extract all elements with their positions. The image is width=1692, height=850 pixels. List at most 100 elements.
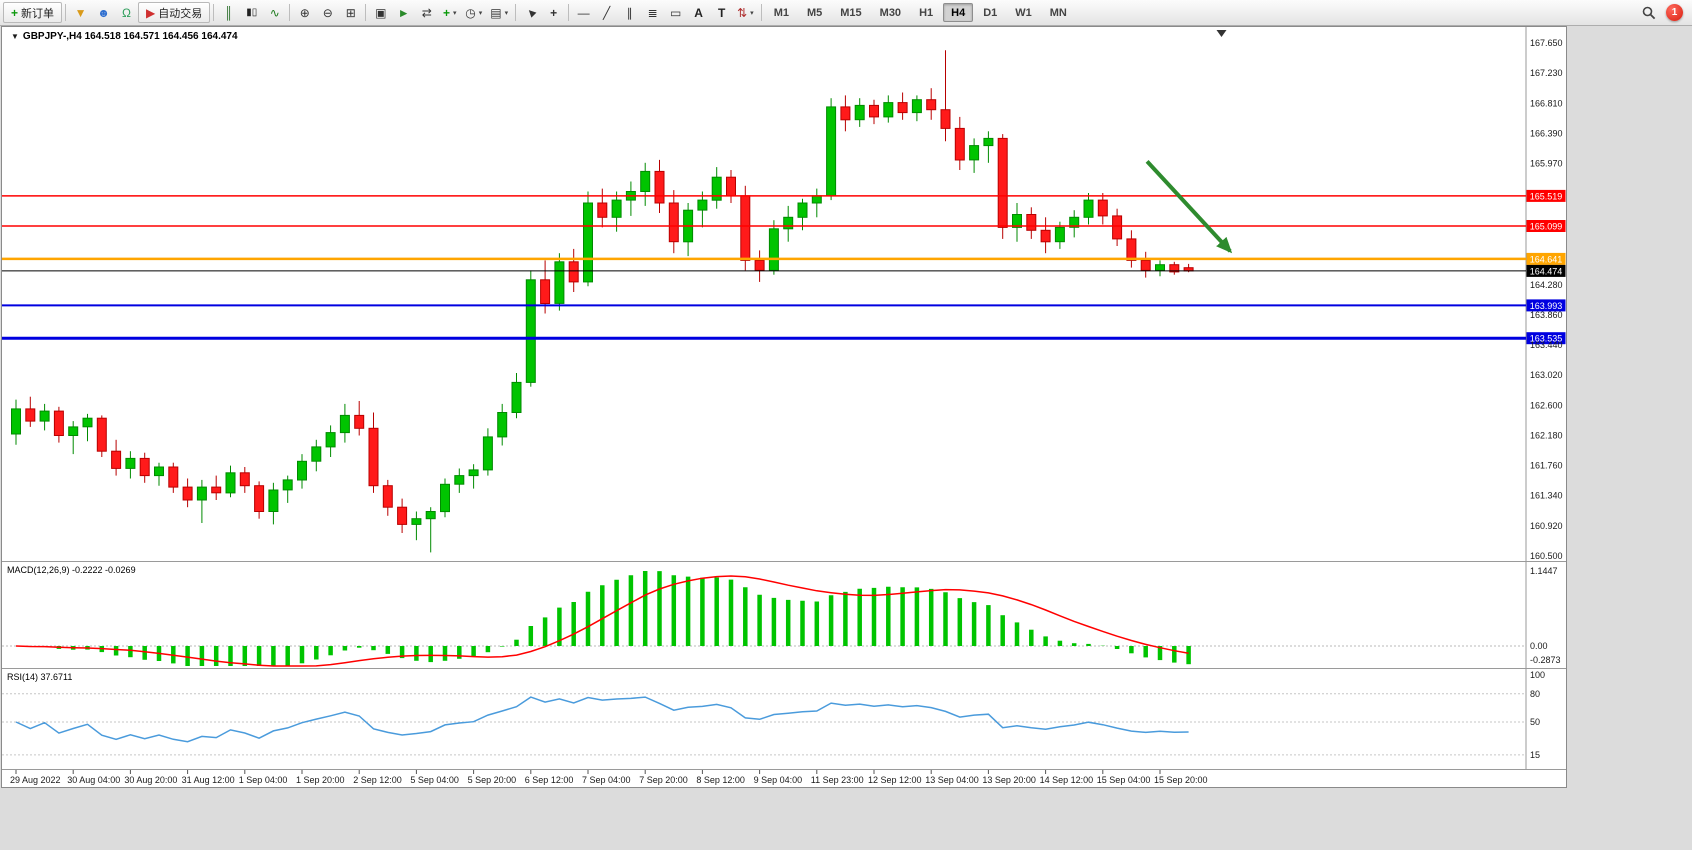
user-icon: ☻ [97,5,110,20]
autotrading-button-label: 自动交易 [158,7,203,20]
shapes-icon: ▭ [669,5,682,20]
chart-shift-marker[interactable] [1216,30,1227,37]
new-order-icon: + [11,5,19,20]
svg-text:167.230: 167.230 [1530,68,1563,78]
dropdown-arrow-icon: ▾ [478,9,483,17]
svg-text:166.810: 166.810 [1530,98,1563,108]
svg-text:12 Sep 12:00: 12 Sep 12:00 [868,775,922,785]
indicators-button[interactable]: + ▾ [438,2,461,23]
svg-text:50: 50 [1530,717,1540,727]
chart-shift-icon: ⇄ [421,5,432,20]
templates-button[interactable]: ▤ ▾ [486,2,512,23]
time-scale[interactable]: 29 Aug 2022 30 Aug 04:00 30 Aug 20:00 31 Au… [10,770,1208,785]
level-line-163993[interactable]: 163.993 [2,299,1566,312]
new-order-button[interactable]: + 新订单 [3,2,63,23]
crosshair-button[interactable]: + [542,2,565,23]
level-line-165519[interactable]: 165.519 [2,189,1566,202]
search-button[interactable] [1637,2,1660,23]
chart-shift-button[interactable]: ⇄ [415,2,438,23]
price-scale[interactable]: 167.650 167.230 166.810 166.390 165.970 164.2… [1530,38,1563,760]
zoom-in-button[interactable]: ⊕ [293,2,316,23]
dropdown-arrow-icon: ▾ [504,9,509,17]
horizontal-line-button[interactable]: — [572,2,595,23]
macd-pane [2,571,1526,667]
arrow-objects-button[interactable]: ⇅ ▾ [733,2,758,23]
equidistant-channel-icon: ∥ [626,5,633,20]
timeframe-d1-button[interactable]: D1 [975,3,1005,22]
funnel-icon: ▼ [74,5,87,20]
chart-canvas[interactable]: 165.519 165.099 164.641 163.993 163.535 164.4… [2,27,1566,787]
text-button[interactable]: A [687,2,710,23]
candlestick-chart-button[interactable]: ▮▯ [240,2,263,23]
timeframe-m1-button[interactable]: M1 [766,3,797,22]
tile-windows-button[interactable]: ⊞ [339,2,362,23]
svg-text:15 Sep 04:00: 15 Sep 04:00 [1097,775,1151,785]
svg-text:30 Aug 20:00: 30 Aug 20:00 [124,775,177,785]
timeframe-m5-button[interactable]: M5 [799,3,830,22]
toolbar-right-section: 1 [1637,2,1689,23]
support-button[interactable]: Ω [115,2,138,23]
svg-text:163.020: 163.020 [1530,370,1563,380]
svg-text:29 Aug 2022: 29 Aug 2022 [10,775,61,785]
level-line-163535[interactable]: 163.535 [2,332,1566,345]
headset-icon: Ω [122,5,131,20]
trend-arrow-annotation[interactable] [1145,160,1233,254]
bar-chart-button[interactable]: ║ [217,2,240,23]
mdi-workspace: 165.519 165.099 164.641 163.993 163.535 164.4… [0,26,1692,850]
notification-badge[interactable]: 1 [1666,4,1683,21]
auto-scroll-button[interactable]: ► [392,2,415,23]
new-order-button-label: 新订单 [21,7,55,20]
svg-text:160.500: 160.500 [1530,551,1563,561]
periods-button[interactable]: ◷ ▾ [461,2,486,23]
timeframe-m15-button[interactable]: M15 [832,3,869,22]
svg-text:15: 15 [1530,750,1540,760]
indicators-icon: + [442,5,450,20]
toolbar-separator [289,4,291,21]
timeframe-w1-button[interactable]: W1 [1007,3,1040,22]
fibonacci-button[interactable]: ≣ [641,2,664,23]
svg-text:-0.2873: -0.2873 [1530,655,1561,665]
toolbar-separator [515,4,517,21]
zoom-out-button[interactable]: ⊖ [316,2,339,23]
svg-text:5 Sep 20:00: 5 Sep 20:00 [468,775,517,785]
timeframe-h4-button[interactable]: H4 [943,3,974,22]
line-chart-icon: ∿ [269,5,280,20]
toolbar-separator [65,4,67,21]
funnel-button[interactable]: ▼ [69,2,92,23]
line-chart-button[interactable]: ∿ [263,2,286,23]
search-icon [1642,6,1655,19]
equidistant-channel-button[interactable]: ∥ [618,2,641,23]
chart-window-gbpjpy-h4[interactable]: 165.519 165.099 164.641 163.993 163.535 164.4… [1,26,1567,788]
svg-text:14 Sep 12:00: 14 Sep 12:00 [1040,775,1094,785]
community-button[interactable]: ☻ [92,2,115,23]
text-label-button[interactable]: T [710,2,733,23]
level-line-164641[interactable]: 164.641 [2,252,1566,265]
shapes-button[interactable]: ▭ [664,2,687,23]
text-icon: A [694,5,703,20]
one-click-trading-toggle-icon[interactable]: ▼ [11,32,19,41]
trendline-button[interactable]: ╱ [595,2,618,23]
svg-text:0.00: 0.00 [1530,641,1548,651]
autotrading-button[interactable]: ▶ 自动交易 [138,2,211,23]
dropdown-arrow-icon: ▾ [453,9,457,17]
main-toolbar: + 新订单 ▼ ☻ Ω ▶ 自动交易 ║ ▮▯ ∿ ⊕ ⊖ ⊞ ▣ ► ⇄ + ▾ ◷ ▾ ▤ ▾ ► + — ╱ ∥ ≣ ▭ A T ⇅ ▾ M… [0,0,1692,26]
svg-text:161.340: 161.340 [1530,491,1563,501]
macd-signal-line [15,575,1189,667]
timeframe-h1-button[interactable]: H1 [911,3,941,22]
autotrading-icon: ▶ [146,5,156,20]
svg-text:163.993: 163.993 [1530,301,1563,311]
cursor-button[interactable]: ► [519,2,542,23]
tile-windows-icon: ⊞ [345,5,356,20]
svg-text:167.650: 167.650 [1530,38,1563,48]
svg-text:164.280: 164.280 [1530,280,1563,290]
chart-title: GBPJPY-,H4 164.518 164.571 164.456 164.4… [22,31,238,42]
new-chart-button[interactable]: ▣ [369,2,392,23]
svg-text:161.760: 161.760 [1530,461,1563,471]
toolbar-separator [213,4,215,21]
zoom-in-icon: ⊕ [299,5,310,20]
svg-text:13 Sep 04:00: 13 Sep 04:00 [925,775,979,785]
chart-title-bar: ▼ GBPJPY-,H4 164.518 164.571 164.456 164… [11,31,238,42]
timeframe-mn-button[interactable]: MN [1042,3,1075,22]
level-line-165099[interactable]: 165.099 [2,220,1566,232]
timeframe-m30-button[interactable]: M30 [872,3,909,22]
